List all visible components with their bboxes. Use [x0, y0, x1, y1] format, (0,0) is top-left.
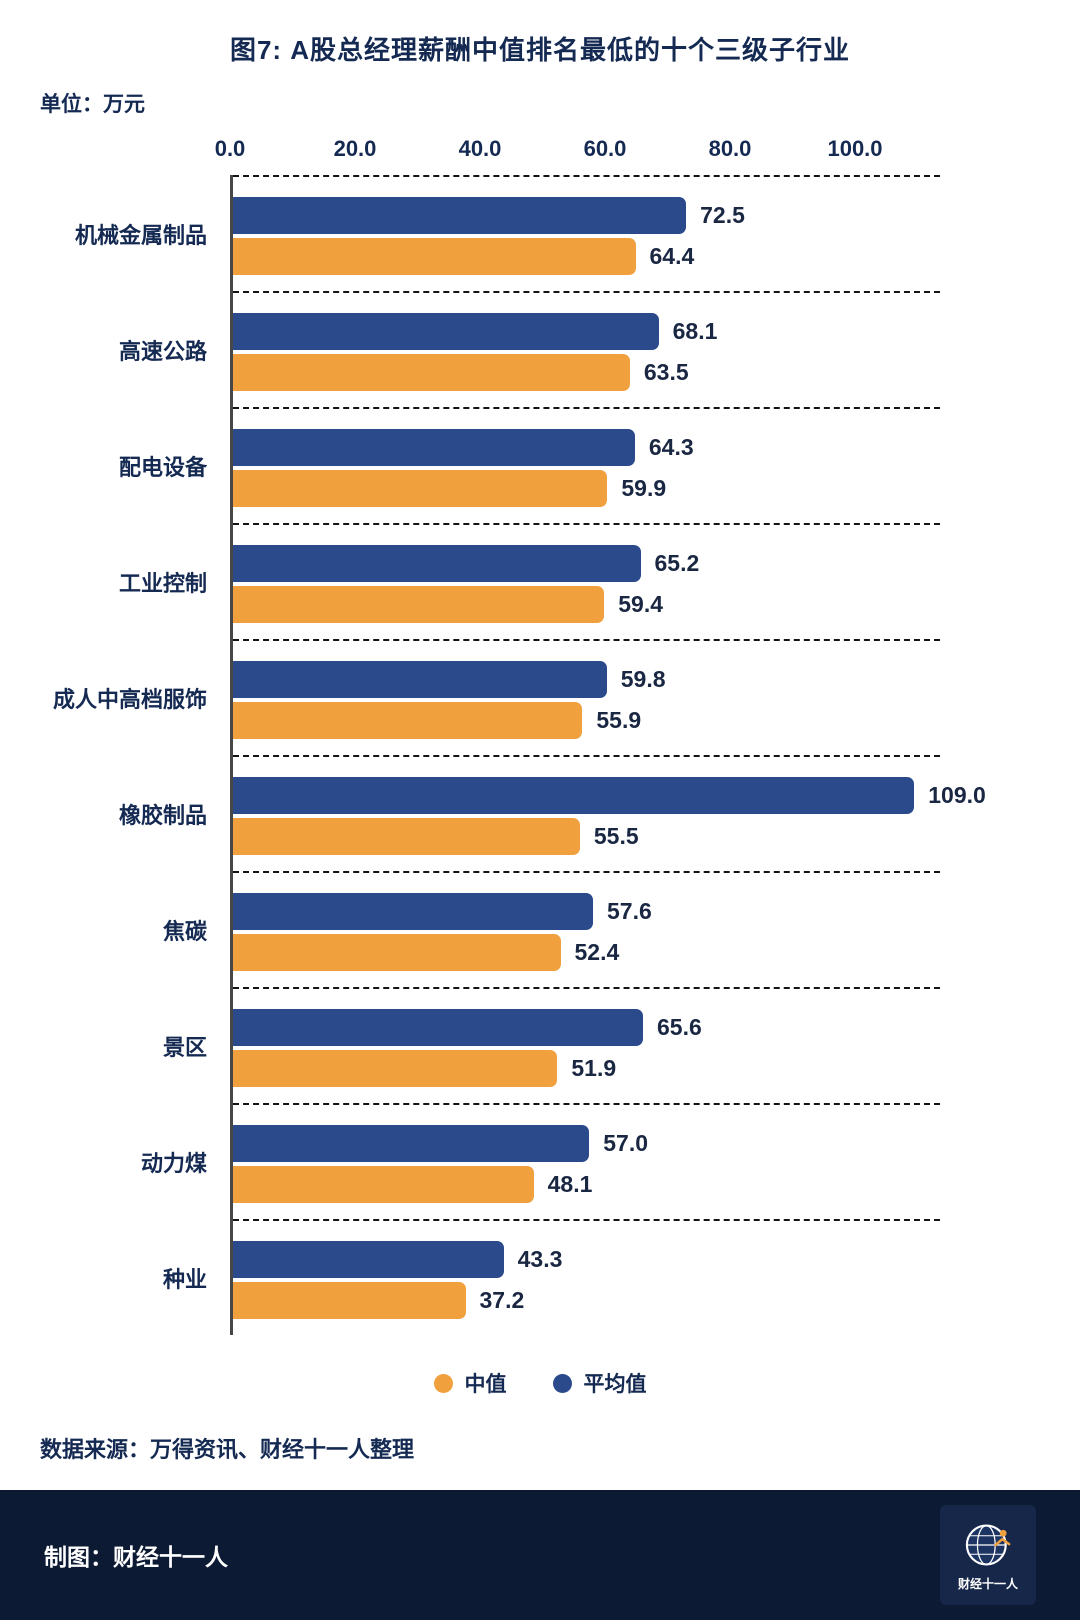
value-label: 55.9 [596, 707, 642, 733]
legend: 中值 平均值 [0, 1368, 1080, 1398]
x-tick-label: 80.0 [708, 136, 752, 161]
bar-中值 [233, 818, 580, 855]
bar-平均值 [233, 313, 659, 350]
legend-label: 中值 [464, 1373, 507, 1396]
logo-text: 财经十一人 [957, 1577, 1018, 1591]
bar-中值 [233, 934, 561, 971]
value-label: 51.9 [571, 1055, 617, 1081]
value-label: 65.6 [657, 1014, 702, 1040]
bar-中值 [233, 1282, 466, 1319]
value-label: 63.5 [643, 359, 689, 385]
category-label: 焦碳 [162, 919, 207, 944]
category-label: 橡胶制品 [118, 803, 207, 828]
bar-中值 [233, 702, 583, 739]
chart-title: 图7: A股总经理薪酬中值排名最低的十个三级子行业 [229, 35, 851, 65]
unit-label: 单位：万元 [40, 93, 145, 116]
category-group: 成人中高档服饰 59.8 55.9 [53, 639, 940, 755]
category-label: 动力煤 [140, 1151, 207, 1176]
bar-平均值 [233, 1125, 590, 1162]
bar-平均值 [233, 661, 607, 698]
x-tick-label: 40.0 [458, 136, 502, 161]
bar-中值 [233, 238, 636, 275]
value-label: 37.2 [479, 1287, 525, 1313]
bar-平均值 [233, 1241, 504, 1278]
legend-item: 平均值 [552, 1368, 647, 1398]
legend-dot-icon [552, 1373, 572, 1393]
value-label: 109.0 [928, 782, 986, 808]
value-label: 59.8 [620, 666, 666, 692]
category-group: 工业控制 65.2 59.4 [119, 523, 940, 639]
category-label: 种业 [162, 1267, 207, 1292]
x-tick-label: 60.0 [583, 136, 627, 161]
legend-label: 平均值 [583, 1373, 647, 1396]
category-group: 种业 43.3 37.2 [163, 1219, 940, 1335]
value-label: 52.4 [574, 939, 620, 965]
value-label: 64.4 [649, 243, 695, 269]
category-group: 焦碳 57.6 52.4 [163, 871, 940, 987]
bar-中值 [233, 1166, 534, 1203]
category-group: 动力煤 57.0 48.1 [141, 1103, 940, 1219]
value-label: 72.5 [700, 202, 745, 228]
x-tick-label: 100.0 [827, 136, 883, 161]
category-label: 工业控制 [118, 571, 207, 596]
category-label: 景区 [162, 1035, 207, 1060]
category-label: 高速公路 [118, 339, 207, 364]
category-label: 机械金属制品 [74, 223, 207, 248]
value-label: 48.1 [547, 1171, 593, 1197]
globe-icon [961, 1518, 1015, 1572]
value-label: 55.5 [593, 823, 639, 849]
value-label: 57.6 [607, 898, 652, 924]
legend-item: 中值 [433, 1368, 507, 1398]
x-axis: 0.0 20.0 40.0 60.0 80.0 100.0 [215, 136, 940, 166]
publisher-logo: 财经十一人 [940, 1505, 1036, 1605]
bar-中值 [233, 1050, 558, 1087]
legend-dot-icon [433, 1373, 453, 1393]
credit-text: 制图：财经十一人 [44, 1544, 228, 1570]
category-label: 成人中高档服饰 [52, 687, 207, 712]
value-label: 64.3 [648, 434, 694, 460]
bar-中值 [233, 354, 630, 391]
x-tick-label: 20.0 [333, 136, 377, 161]
category-group: 高速公路 68.1 63.5 [119, 291, 940, 407]
bar-平均值 [233, 1009, 643, 1046]
bar-中值 [233, 470, 608, 507]
value-label: 43.3 [517, 1246, 563, 1272]
bar-平均值 [233, 893, 593, 930]
footer-bar: 制图：财经十一人 财经十一人 [0, 1490, 1080, 1620]
category-label: 配电设备 [118, 455, 207, 480]
bar-平均值 [233, 197, 687, 234]
value-label: 57.0 [603, 1130, 649, 1156]
category-group: 景区 65.6 51.9 [163, 987, 940, 1103]
value-label: 65.2 [654, 550, 700, 576]
bar-平均值 [233, 429, 635, 466]
source-text: 数据来源：万得资讯、财经十一人整理 [40, 1437, 415, 1462]
plot: 机械金属制品 72.5 64.4 高速公路 68.1 63.5 配电设备 64.3 59.9 工业… [53, 175, 986, 1335]
x-tick-label: 0.0 [214, 136, 246, 161]
value-label: 68.1 [672, 318, 718, 344]
category-group: 配电设备 64.3 59.9 [119, 407, 940, 523]
bar-平均值 [233, 545, 641, 582]
value-label: 59.4 [618, 591, 664, 617]
value-label: 59.9 [621, 475, 667, 501]
category-group: 机械金属制品 72.5 64.4 [75, 175, 940, 291]
bar-平均值 [233, 777, 915, 814]
category-group: 橡胶制品 109.0 55.5 [119, 755, 986, 871]
bar-中值 [233, 586, 605, 623]
